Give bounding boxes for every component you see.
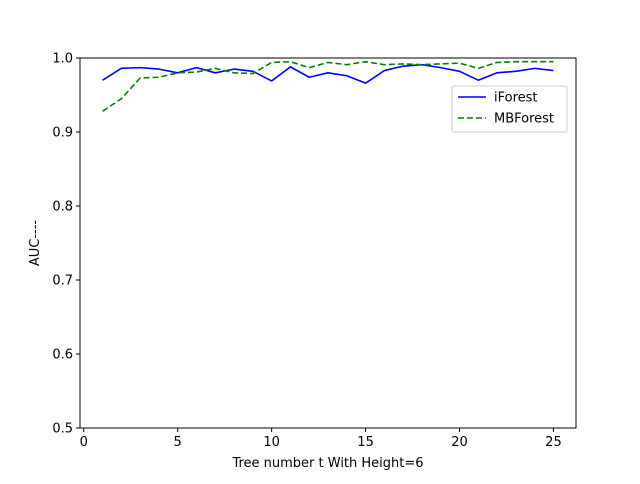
y-axis-title: AUC----: [28, 220, 43, 267]
x-tick-label: 20: [451, 435, 468, 450]
y-axis: 0.5 0.6 0.7 0.8 0.9 1.0: [52, 52, 80, 437]
x-tick-label: 5: [174, 435, 182, 450]
series-layer: [102, 60, 554, 112]
y-tick-label: 0.7: [52, 274, 73, 289]
x-tick-label: 10: [263, 435, 280, 450]
y-tick-label: 0.6: [52, 348, 73, 363]
x-axis: 0 5 10 15 20 25: [80, 428, 562, 450]
plot-frame: [79, 57, 577, 429]
x-tick-label: 15: [357, 435, 374, 450]
y-tick-label: 0.5: [52, 422, 73, 437]
x-tick-label: 25: [545, 435, 562, 450]
y-tick-label: 0.9: [52, 126, 73, 141]
legend-label-iforest: iForest: [494, 91, 538, 106]
y-tick-label: 0.8: [52, 200, 73, 215]
legend: iForest MBForest: [451, 85, 568, 133]
y-tick-label: 1.0: [52, 52, 73, 67]
x-axis-title: Tree number t With Height=6: [231, 456, 423, 471]
legend-label-mbforest: MBForest: [494, 112, 554, 127]
x-tick-label: 0: [80, 435, 88, 450]
series-line-mbforest: [102, 60, 554, 112]
series-line-iforest: [102, 63, 554, 84]
